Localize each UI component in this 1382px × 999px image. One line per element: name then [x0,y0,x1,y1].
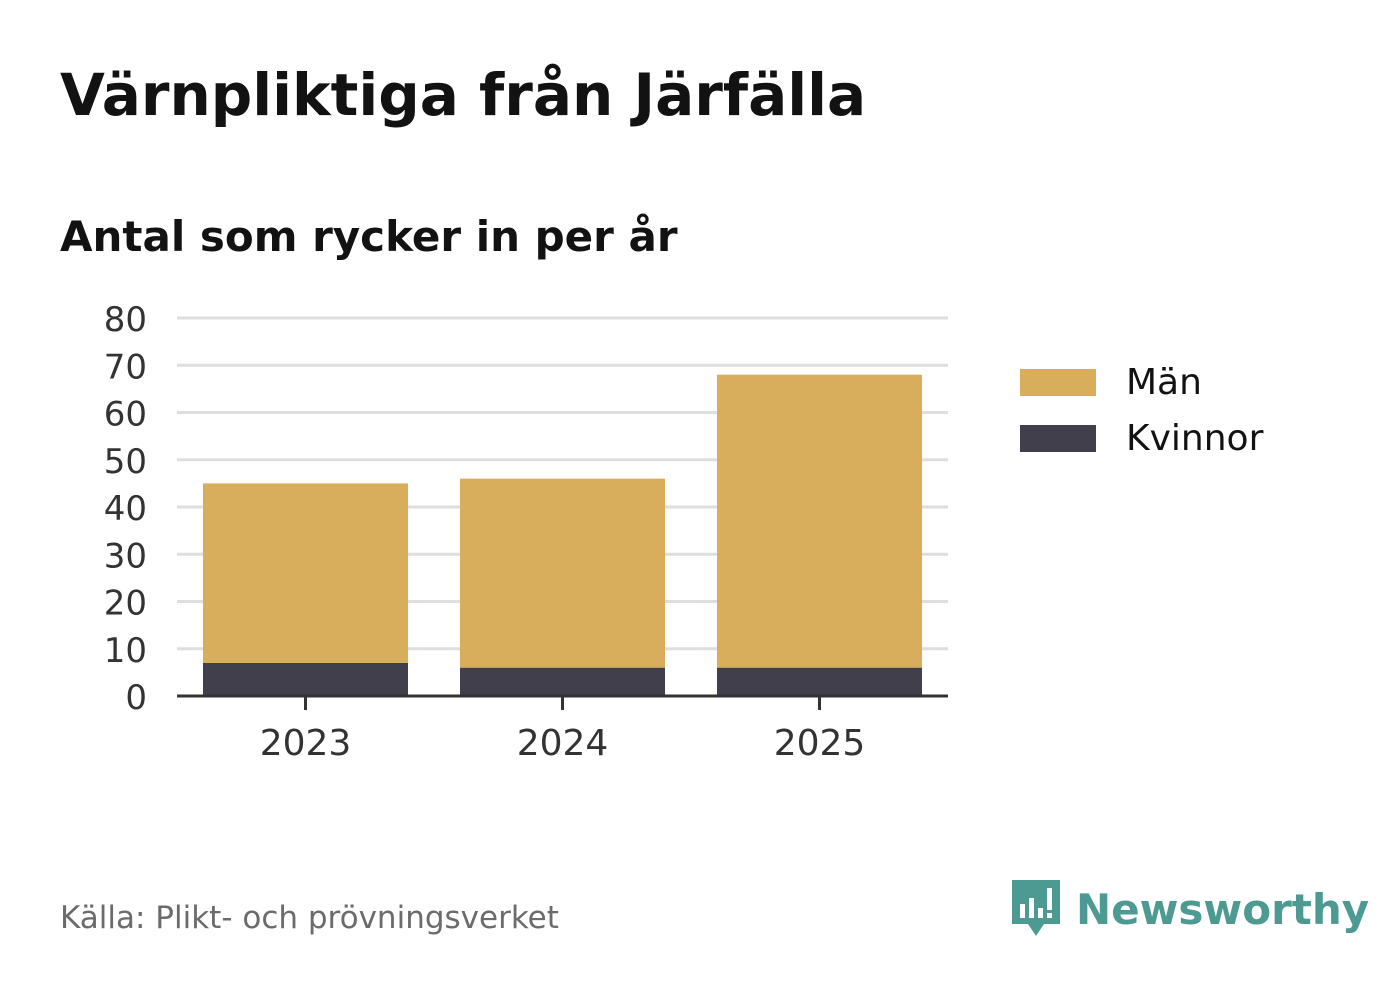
brand-name: Newsworthy [1076,884,1370,934]
y-tick-label: 70 [104,347,147,387]
y-tick-label: 20 [104,584,147,624]
source-note: Källa: Plikt- och prövningsverket [60,900,559,936]
bar-mn-2024 [460,478,665,668]
bar-mn-2023 [203,483,408,663]
y-tick-label: 30 [104,536,147,576]
bar-kvinnor-2023 [203,662,408,696]
newsworthy-logo-icon [1012,880,1060,936]
bar-kvinnor-2025 [717,667,922,696]
x-axis: 2023 2024 2025 [177,694,948,764]
chart-subtitle: Antal som rycker in per år [60,212,678,261]
legend-label-man: Män [1126,361,1202,403]
legend-item-man: Män [1020,354,1263,410]
y-tick-label: 50 [104,442,147,482]
bar-kvinnor-2024 [460,667,665,696]
y-tick-label: 40 [104,489,147,529]
legend: Män Kvinnor [1020,354,1263,466]
legend-swatch-man [1020,368,1096,396]
y-tick-label: 60 [104,395,147,435]
y-tick-label: 80 [104,300,147,340]
legend-item-kvinnor: Kvinnor [1020,410,1263,466]
legend-swatch-kvinnor [1020,424,1096,452]
brand[interactable]: Newsworthy [1010,878,1369,940]
y-tick-label: 0 [125,678,147,718]
chart-title: Värnpliktiga från Järfälla [60,61,867,129]
x-tick-label: 2025 [774,723,866,764]
bars [203,374,922,696]
y-tick-label: 10 [104,631,147,671]
bar-mn-2025 [717,374,922,668]
x-tick-label: 2023 [260,723,352,764]
legend-label-kvinnor: Kvinnor [1126,417,1264,459]
y-axis-tick-labels: 0 10 20 30 40 50 60 70 80 [104,300,147,718]
x-tick-label: 2024 [517,723,609,764]
